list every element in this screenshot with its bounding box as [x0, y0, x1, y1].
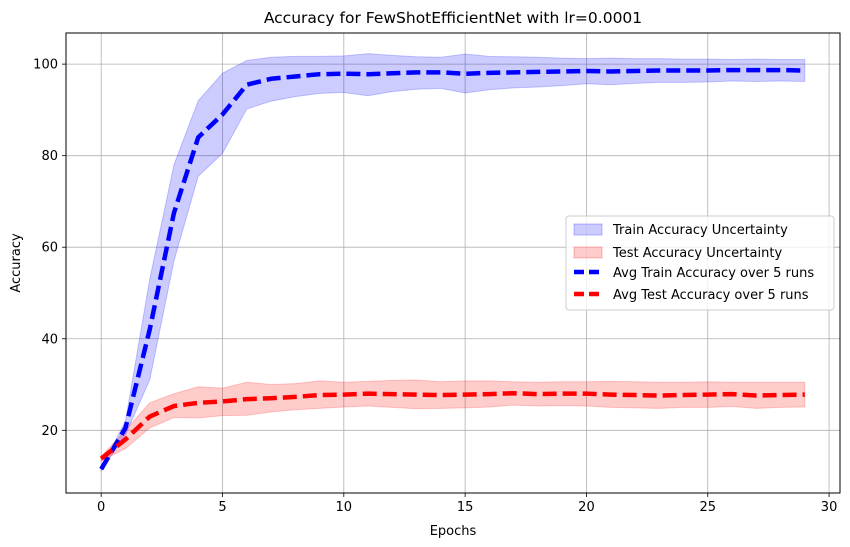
x-tick-label: 25	[699, 500, 716, 515]
y-tick-label: 100	[33, 58, 58, 73]
chart-title: Accuracy for FewShotEfficientNet with lr…	[264, 9, 642, 27]
legend-swatch-test-band	[573, 246, 603, 259]
legend-label-test-band: Test Accuracy Uncertainty	[612, 246, 782, 261]
legend-swatch-train-band	[573, 223, 603, 236]
uncertainty-bands	[100, 53, 806, 473]
train-accuracy-line	[99, 67, 805, 471]
y-tick-label: 80	[41, 149, 58, 164]
legend: Train Accuracy Uncertainty Test Accuracy…	[565, 215, 835, 311]
y-tick-label: 40	[41, 332, 58, 347]
x-tick-label: 0	[97, 500, 105, 515]
test-uncertainty-band	[100, 379, 806, 462]
y-axis-label: Accuracy	[9, 233, 24, 293]
x-tick-label: 30	[821, 500, 838, 515]
x-tick-label: 10	[336, 500, 353, 515]
legend-label-train-line: Avg Train Accuracy over 5 runs	[613, 266, 814, 281]
x-tick-label: 15	[457, 500, 474, 515]
plot-frame	[65, 32, 841, 494]
train-uncertainty-band	[100, 53, 806, 473]
x-tick-label: 20	[578, 500, 595, 515]
test-accuracy-line	[99, 390, 805, 461]
x-tick-label: 5	[218, 500, 226, 515]
axis-ticks: 0 5 10 15 20 25 30 20 40 60 80 100	[33, 58, 837, 515]
x-axis-label: Epochs	[430, 524, 477, 539]
y-tick-label: 60	[41, 241, 58, 256]
y-tick-label: 20	[41, 424, 58, 439]
legend-label-test-line: Avg Test Accuracy over 5 runs	[613, 288, 809, 303]
legend-label-train-band: Train Accuracy Uncertainty	[612, 223, 788, 238]
series-lines	[99, 67, 805, 471]
legend-box	[565, 215, 835, 311]
